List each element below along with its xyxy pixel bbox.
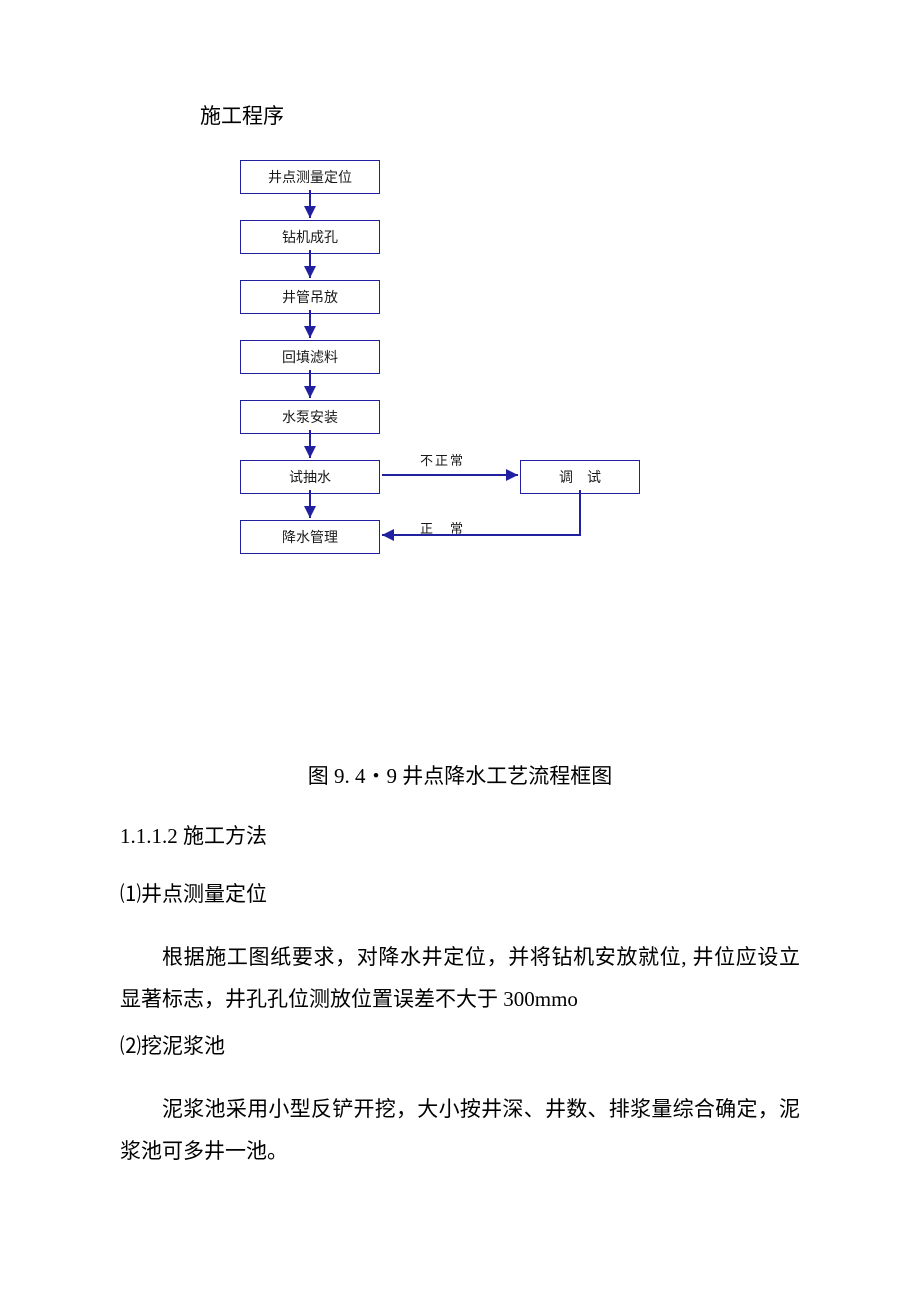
flow-node: 回填滤料 (240, 340, 380, 374)
flow-node: 水泵安装 (240, 400, 380, 434)
flow-node: 井点测量定位 (240, 160, 380, 194)
flow-node: 钻机成孔 (240, 220, 380, 254)
flowchart-container: 井点测量定位 钻机成孔 井管吊放 回填滤料 水泵安装 试抽水 降水管理 调 试 … (120, 160, 800, 610)
paragraph: 泥浆池采用小型反铲开挖，大小按井深、井数、排浆量综合确定，泥浆池可多井一池。 (120, 1088, 800, 1172)
flow-node-side: 调 试 (520, 460, 640, 494)
section-heading: 施工程序 (200, 100, 800, 130)
flow-node: 试抽水 (240, 460, 380, 494)
paragraph: 根据施工图纸要求，对降水井定位，并将钻机安放就位, 井位应设立显著标志，井孔孔位… (120, 936, 800, 1020)
figure-caption: 图 9. 4・9 井点降水工艺流程框图 (120, 760, 800, 790)
edge-label: 正 常 (420, 518, 465, 537)
flow-node: 井管吊放 (240, 280, 380, 314)
flowchart: 井点测量定位 钻机成孔 井管吊放 回填滤料 水泵安装 试抽水 降水管理 调 试 … (220, 160, 720, 610)
flow-node: 降水管理 (240, 520, 380, 554)
subsection-number: 1.1.1.2 施工方法 (120, 820, 800, 850)
edge-label: 不正常 (420, 450, 465, 469)
item-title: ⑵挖泥浆池 (120, 1030, 800, 1060)
item-title: ⑴井点测量定位 (120, 878, 800, 908)
